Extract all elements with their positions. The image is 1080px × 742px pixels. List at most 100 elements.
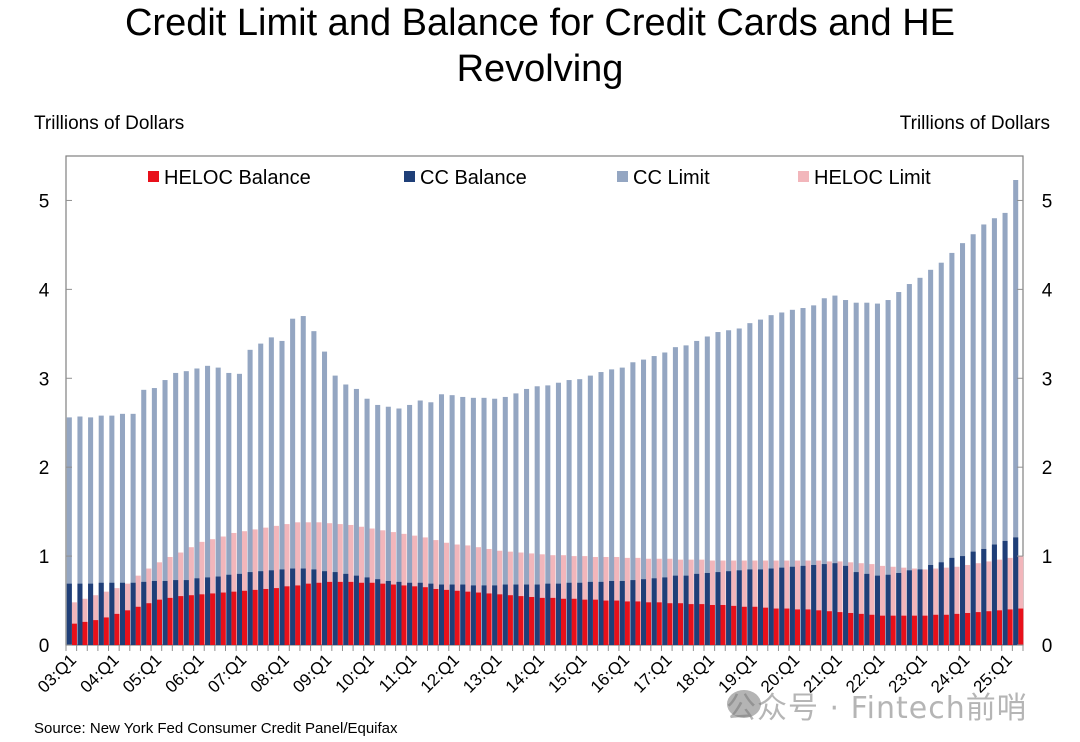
cc-balance-bar: [885, 574, 891, 645]
cc-limit-bar: [151, 388, 157, 645]
heloc-balance-bar: [486, 593, 492, 645]
heloc-balance-bar: [539, 597, 545, 645]
cc-limit-bar: [311, 331, 317, 645]
y-tick-label-left: 0: [39, 636, 50, 657]
x-tick-label: 10:Q1: [332, 650, 378, 696]
heloc-balance-bar: [401, 585, 407, 645]
cc-limit-bar: [545, 385, 551, 645]
cc-limit-bar: [258, 343, 264, 645]
cc-limit-bar: [353, 388, 359, 645]
cc-limit-bar: [651, 356, 657, 645]
cc-balance-bar: [821, 564, 827, 645]
legend-swatch-heloc-limit: [798, 171, 809, 182]
cc-limit-bar: [715, 332, 721, 645]
heloc-balance-bar: [613, 600, 620, 645]
heloc-balance-bar: [645, 602, 652, 645]
cc-limit-bar: [821, 298, 827, 645]
heloc-balance-bar: [932, 614, 939, 645]
heloc-limit-bar: [837, 561, 843, 645]
legend-swatch-heloc-balance: [148, 171, 159, 182]
cc-limit-bar: [290, 318, 296, 645]
cc-balance-bar: [375, 579, 381, 645]
heloc-balance-bar: [145, 603, 152, 645]
heloc-limit-bar: [805, 560, 811, 645]
cc-balance-bar: [119, 582, 126, 645]
cc-balance-bar: [853, 572, 859, 645]
y-tick-label-right: 4: [1042, 280, 1053, 301]
cc-balance-bar: [407, 582, 413, 645]
heloc-limit-bar: [922, 569, 928, 645]
heloc-limit-bar: [890, 566, 896, 645]
cc-balance-bar: [194, 578, 200, 645]
x-tick-label: 13:Q1: [459, 650, 505, 696]
heloc-balance-bar: [507, 595, 513, 645]
cc-limit-bar: [736, 328, 742, 645]
cc-balance-bar: [173, 580, 179, 645]
cc-limit-bar: [832, 295, 838, 645]
cc-limit-bar: [513, 393, 519, 645]
heloc-limit-bar: [677, 559, 684, 645]
cc-limit-bar: [960, 243, 966, 645]
heloc-balance-bar: [996, 610, 1003, 645]
cc-balance-bar: [226, 574, 232, 645]
heloc-balance-bar: [720, 604, 726, 645]
heloc-balance-bar: [518, 596, 524, 645]
cc-limit-bar: [949, 252, 955, 646]
heloc-limit-bar: [231, 532, 237, 645]
cc-limit-bar: [364, 398, 370, 645]
watermark: 公众号 · Fintech前哨: [726, 691, 1028, 726]
cc-limit-bar: [970, 234, 976, 646]
x-tick-label: 03:Q1: [34, 650, 80, 696]
heloc-balance-bar: [752, 606, 758, 645]
heloc-limit-bar: [858, 563, 864, 645]
x-tick-label: 17:Q1: [629, 650, 675, 696]
cc-limit-bar: [896, 292, 902, 645]
cc-balance-bar: [981, 548, 987, 645]
heloc-limit-bar: [284, 524, 290, 645]
cc-balance-bar: [768, 568, 774, 645]
cc-limit-bar: [885, 300, 891, 645]
heloc-balance-bar: [422, 587, 428, 645]
cc-balance-bar: [800, 565, 806, 645]
cc-limit-bar: [88, 417, 94, 645]
cc-limit-bar: [609, 369, 615, 645]
heloc-limit-bar: [869, 564, 875, 645]
cc-limit-bar: [141, 389, 147, 645]
cc-balance-bar: [672, 575, 678, 645]
cc-balance-bar: [609, 580, 615, 645]
cc-limit-bar: [428, 402, 434, 645]
heloc-balance-bar: [475, 592, 481, 645]
cc-balance-bar: [949, 557, 955, 645]
heloc-balance-bar: [71, 623, 77, 645]
cc-limit-bar: [991, 218, 997, 645]
heloc-balance-bar: [528, 596, 535, 645]
cc-balance-bar: [396, 581, 402, 645]
x-tick-label: 15:Q1: [544, 650, 590, 696]
cc-balance-bar: [683, 575, 689, 645]
heloc-limit-bar: [815, 560, 822, 645]
cc-balance-bar: [662, 577, 668, 645]
cc-limit-bar: [119, 413, 126, 645]
cc-limit-bar: [566, 380, 572, 645]
cc-limit-bar: [109, 415, 115, 645]
cc-limit-bar: [449, 395, 455, 645]
cc-balance-bar: [896, 572, 902, 645]
heloc-limit-bar: [847, 562, 854, 645]
cc-balance-bar: [513, 584, 519, 645]
heloc-balance-bar: [677, 603, 684, 645]
cc-limit-bar: [268, 337, 274, 645]
cc-limit-bar: [343, 384, 349, 645]
heloc-balance-bar: [667, 603, 673, 645]
cc-balance-bar: [66, 583, 72, 645]
heloc-limit-bar: [975, 563, 981, 645]
heloc-balance-bar: [550, 597, 556, 645]
heloc-balance-bar: [284, 586, 290, 645]
chart-title-line-1: Credit Limit and Balance for Credit Card…: [124, 2, 956, 44]
heloc-balance-bar: [879, 615, 886, 645]
cc-balance-bar: [534, 584, 540, 645]
heloc-balance-bar: [964, 612, 971, 645]
cc-balance-bar: [587, 581, 593, 645]
cc-balance-bar: [130, 582, 136, 645]
heloc-balance-bar: [433, 588, 439, 645]
heloc-balance-bar: [358, 582, 365, 645]
